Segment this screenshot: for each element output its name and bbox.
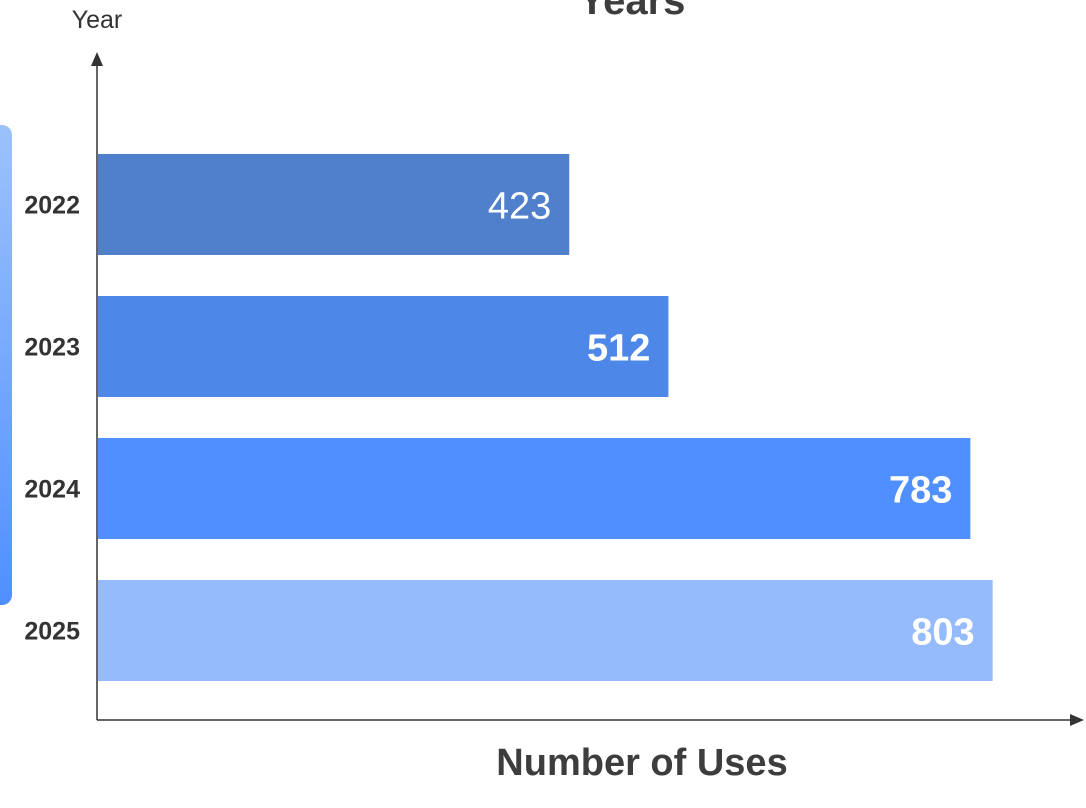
value-label-2024: 783 [889, 470, 952, 512]
x-axis-label: Number of Uses [496, 742, 787, 784]
value-label-2025: 803 [911, 612, 974, 654]
value-label-2022: 423 [488, 186, 551, 228]
x-axis [97, 714, 1084, 726]
value-label-2023: 512 [587, 328, 650, 370]
category-labels-group: 2022 2023 2024 2025 [24, 192, 80, 646]
bar-2025 [98, 580, 993, 681]
y-axis [91, 52, 103, 720]
bar-2024 [98, 438, 971, 539]
category-label-2023: 2023 [24, 334, 80, 362]
decorative-side-band [0, 125, 12, 605]
category-label-2025: 2025 [24, 618, 80, 646]
chart-title: Years [579, 0, 686, 23]
category-label-2022: 2022 [24, 192, 80, 220]
bar-2022 [98, 154, 570, 255]
y-axis-label: Year [72, 6, 123, 34]
category-label-2024: 2024 [24, 476, 80, 504]
value-labels-group: 423 512 783 803 [488, 186, 975, 654]
bar-2023 [98, 296, 669, 397]
bars-group [98, 154, 993, 681]
